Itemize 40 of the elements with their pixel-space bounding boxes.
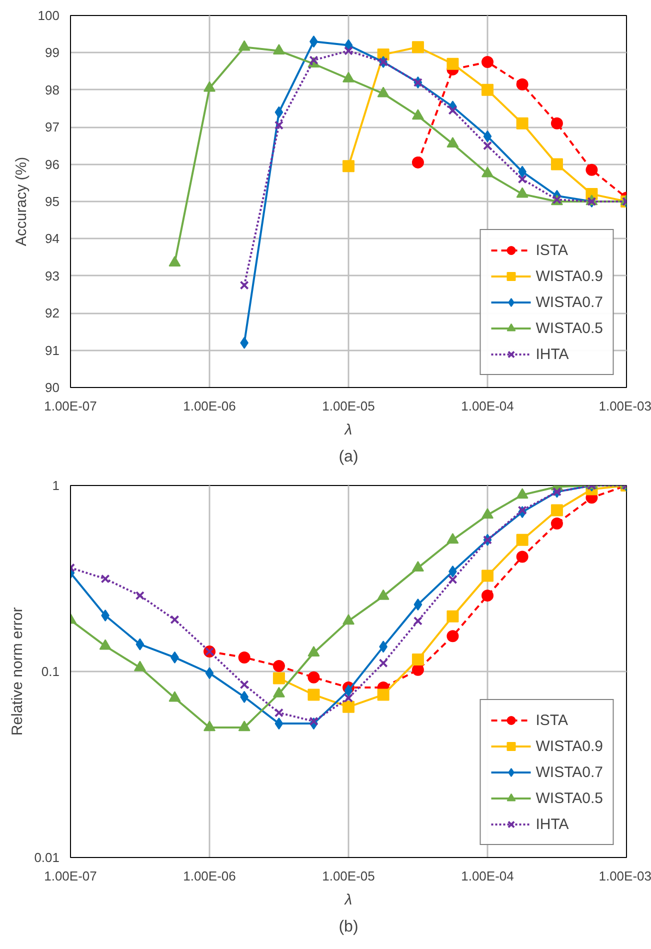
y-tick-label: 0.1 [41,664,60,679]
y-tick-label: 99 [45,45,60,60]
x-tick-label: 1.00E-03 [598,398,651,414]
x-tick-label: 1.00E-06 [183,868,236,884]
legend-label: WISTA0.7 [536,294,603,310]
y-tick-label: 98 [45,82,60,98]
y-tick-label: 100 [38,8,60,23]
x-tick-label: 1.00E-07 [44,868,97,884]
text: (b) [338,918,358,936]
y-tick-label: 93 [45,268,60,284]
y-axis-title: Accuracy (%) [12,156,30,246]
x-axis-title: λ [344,422,352,438]
x-tick-label: 1.00E-03 [598,868,651,884]
y-tick-label: 95 [45,194,60,209]
x-tick-label: 1.00E-05 [322,398,375,414]
legend-label: WISTA0.5 [536,320,603,336]
y-tick-label: 1 [52,478,60,493]
x-axis-title: λ [344,892,352,908]
legend-label: ISTA [536,242,568,258]
y-tick-label: 92 [45,306,60,321]
legend-label: WISTA0.5 [536,790,603,806]
legend-label: IHTA [536,346,569,362]
legend-label: IHTA [536,816,569,832]
x-tick-label: 1.00E-04 [461,868,514,884]
y-tick-label: 91 [45,342,60,358]
x-tick-label: 1.00E-06 [183,398,236,414]
legend-label: ISTA [536,712,568,728]
y-tick-label: 97 [45,120,60,135]
x-tick-label: 1.00E-05 [322,868,375,884]
text: (a) [338,448,358,466]
y-tick-label: 96 [45,156,60,172]
x-tick-label: 1.00E-07 [44,398,97,414]
y-tick-label: 0.01 [34,850,60,865]
legend-label: WISTA0.9 [536,738,603,754]
y-tick-label: 90 [45,380,60,395]
y-tick-label: 94 [45,231,60,246]
y-axis-title: Relative norm error [9,607,26,736]
legend-label: WISTA0.9 [536,268,603,284]
legend-label: WISTA0.7 [536,764,603,780]
x-tick-label: 1.00E-04 [461,398,514,414]
